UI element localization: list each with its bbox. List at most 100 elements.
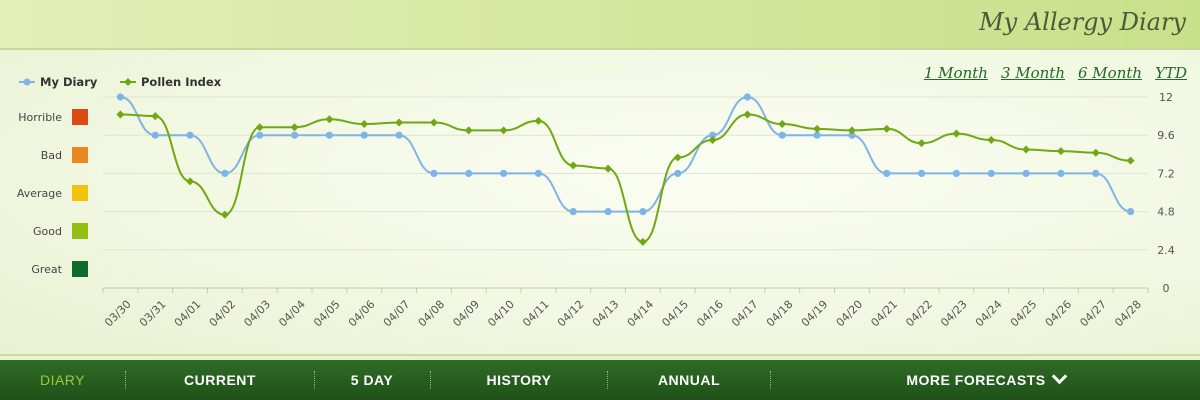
pollen-index-point	[1056, 147, 1065, 156]
pollen-index-point	[569, 161, 578, 170]
x-tick-label: 04/03	[241, 298, 273, 330]
x-tick-label: 04/24	[973, 298, 1005, 330]
my-diary-point	[569, 208, 577, 216]
pollen-index-point	[290, 123, 299, 132]
x-tick-label: 04/08	[416, 298, 448, 330]
my-diary-point	[534, 169, 543, 177]
x-tick-label: 04/05	[311, 298, 343, 330]
my-diary-point	[186, 131, 194, 139]
x-tick-label: 04/01	[172, 298, 204, 330]
x-tick-label: 04/15	[659, 298, 691, 330]
x-tick-label: 04/28	[1112, 298, 1144, 330]
my-diary-point	[743, 93, 752, 101]
y-tick-label: 4.8	[1157, 206, 1175, 219]
my-diary-point	[1126, 208, 1135, 216]
nav-5-day[interactable]: 5 DAY	[350, 372, 394, 388]
allergy-chart: 12 9.6 7.2 4.8 2.4 0 03/30 03/31 04/01 04/02 04/03…	[17, 75, 1175, 330]
level-swatch	[72, 147, 88, 163]
x-tick-label: 04/19	[799, 298, 831, 330]
level-swatch	[72, 223, 88, 239]
nav-more-forecasts[interactable]: MORE FORECASTS	[771, 360, 1200, 400]
nav-diary[interactable]: DIARY	[39, 372, 86, 388]
my-diary-legend-label: My Diary	[40, 75, 98, 89]
x-tick-label: 04/06	[346, 298, 378, 330]
y-tick-label: 2.4	[1157, 244, 1175, 257]
x-tick-label: 04/22	[903, 298, 935, 330]
range-6-month[interactable]: 6 Month	[1078, 64, 1143, 82]
pollen-index-point	[987, 135, 996, 144]
pollen-index-point	[534, 116, 543, 125]
range-1-month[interactable]: 1 Month	[923, 64, 988, 82]
x-tick-label: 04/26	[1043, 298, 1075, 330]
x-tick-label: 04/14	[625, 298, 657, 330]
x-tick-label: 04/16	[694, 298, 726, 330]
x-tick-label: 04/09	[450, 298, 482, 330]
pollen-index-point	[464, 126, 473, 135]
nav-more-forecasts-label: MORE FORECASTS	[906, 372, 1046, 388]
x-tick-label: 04/17	[729, 298, 761, 330]
my-diary-point	[952, 169, 961, 177]
my-diary-point	[1092, 169, 1100, 177]
nav-divider	[314, 371, 315, 389]
pollen-index-point	[673, 153, 682, 162]
level-swatch	[72, 185, 88, 201]
my-diary-point	[778, 131, 786, 139]
nav-current[interactable]: CURRENT	[184, 372, 256, 388]
my-diary-point	[917, 169, 926, 177]
pollen-index-point	[813, 124, 822, 133]
range-3-month[interactable]: 3 Month	[1000, 64, 1065, 82]
nav-history[interactable]: HISTORY	[486, 372, 552, 388]
pollen-index-point	[255, 123, 264, 132]
nav-divider	[430, 371, 431, 389]
pollen-index-point	[708, 135, 717, 144]
x-tick-label: 04/12	[555, 298, 587, 330]
my-diary-point	[813, 131, 821, 139]
x-tick-label: 04/25	[1008, 298, 1040, 330]
my-diary-point	[1057, 169, 1065, 177]
my-diary-point	[1022, 169, 1030, 177]
level-label: Horrible	[18, 111, 62, 124]
range-ytd[interactable]: YTD	[1155, 64, 1187, 82]
level-swatch	[72, 261, 88, 277]
pollen-index-point	[116, 110, 125, 119]
level-swatch	[72, 109, 88, 125]
nav-annual[interactable]: ANNUAL	[657, 372, 721, 388]
level-label: Great	[31, 263, 62, 276]
pollen-index-point	[638, 237, 647, 246]
y-tick-label: 12	[1159, 91, 1173, 104]
my-diary-point	[151, 131, 159, 139]
pollen-index-point	[360, 120, 369, 129]
x-tick-label: 04/11	[520, 298, 552, 330]
x-tick-label: 04/18	[764, 298, 796, 330]
my-diary-legend-marker	[23, 78, 31, 86]
pollen-index-point	[186, 177, 195, 186]
my-diary-point	[499, 169, 508, 177]
my-diary-line	[120, 95, 1131, 213]
x-tick-label: 04/13	[590, 298, 622, 330]
x-tick-label: 04/02	[207, 298, 239, 330]
pollen-index-line	[120, 113, 1131, 243]
my-diary-point	[360, 131, 368, 139]
pollen-index-point	[952, 129, 961, 138]
pollen-index-point	[1126, 156, 1135, 165]
x-tick-label: 03/31	[137, 298, 169, 330]
my-diary-point	[883, 169, 891, 177]
pollen-index-point	[1091, 148, 1100, 157]
y-tick-label: 9.6	[1157, 129, 1175, 142]
pollen-index-point	[778, 120, 787, 129]
pollen-index-point	[1022, 145, 1031, 154]
pollen-index-point	[882, 124, 891, 133]
app-title: My Allergy Diary	[979, 8, 1186, 36]
my-diary-point	[256, 131, 264, 139]
y-tick-label: 7.2	[1157, 167, 1175, 180]
pollen-index-legend-label: Pollen Index	[141, 75, 222, 89]
my-diary-point	[395, 131, 403, 139]
my-diary-point	[674, 169, 682, 177]
x-tick-label: 04/20	[834, 298, 866, 330]
bottom-nav: DIARY CURRENT 5 DAY HISTORY ANNUAL MORE …	[0, 360, 1200, 400]
nav-divider	[770, 371, 771, 389]
my-diary-point	[290, 131, 299, 139]
y-tick-label: 0	[1163, 282, 1170, 295]
my-diary-point	[465, 169, 473, 177]
my-diary-point	[708, 131, 717, 139]
